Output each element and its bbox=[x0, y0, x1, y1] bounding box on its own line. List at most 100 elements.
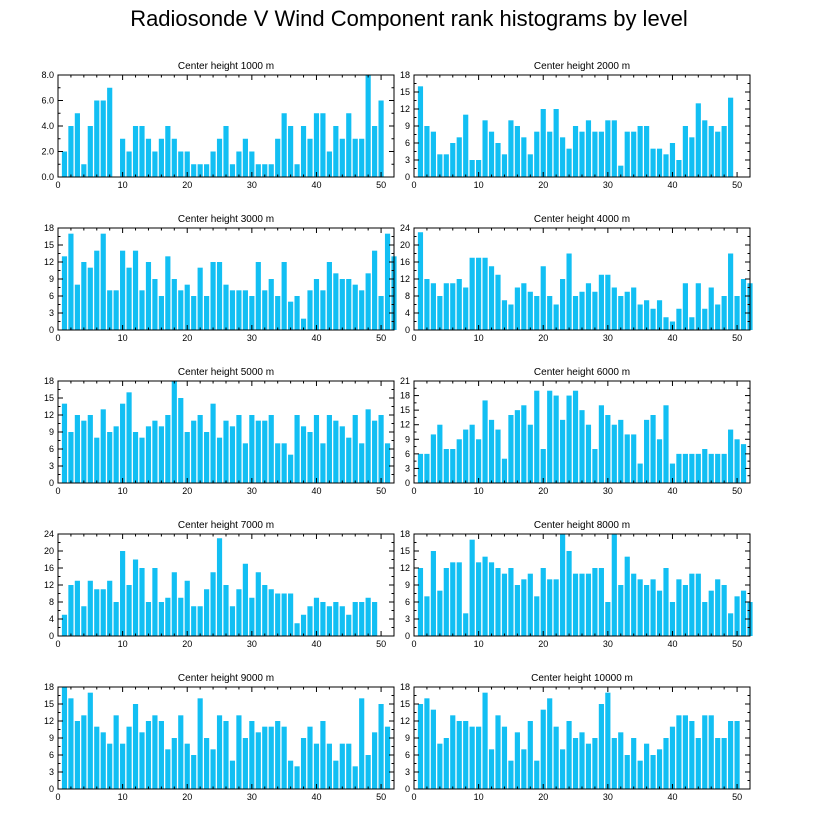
histogram-bar bbox=[313, 279, 320, 330]
histogram-bar bbox=[527, 721, 533, 789]
histogram-bar bbox=[650, 148, 656, 177]
histogram-bar bbox=[682, 453, 688, 483]
x-tick-label: 50 bbox=[732, 486, 742, 496]
histogram-bar bbox=[249, 415, 255, 483]
x-tick-label: 40 bbox=[311, 486, 321, 496]
histogram-bar bbox=[501, 300, 508, 330]
histogram-bar bbox=[184, 284, 190, 330]
histogram-bar bbox=[501, 458, 508, 483]
x-tick-label: 50 bbox=[376, 333, 386, 343]
histogram-bar bbox=[132, 704, 139, 789]
histogram-bar bbox=[74, 721, 80, 789]
y-tick-label: 8 bbox=[49, 597, 54, 607]
histogram-bar bbox=[61, 403, 68, 483]
histogram-bar bbox=[378, 704, 384, 789]
histogram-bar bbox=[294, 296, 300, 330]
histogram-bar bbox=[216, 715, 223, 789]
histogram-bar bbox=[281, 443, 287, 483]
y-tick-label: 2.0 bbox=[41, 147, 54, 157]
histogram-bar bbox=[631, 738, 637, 789]
histogram-bar bbox=[495, 274, 501, 330]
histogram-bar bbox=[540, 568, 546, 636]
histogram-bar bbox=[482, 556, 488, 636]
histogram-bar bbox=[242, 443, 248, 483]
histogram-bar bbox=[320, 721, 326, 789]
histogram-bar bbox=[288, 126, 294, 177]
x-tick-label: 40 bbox=[667, 792, 677, 802]
histogram-bar bbox=[300, 738, 307, 789]
histogram-bar bbox=[430, 709, 436, 789]
histogram-bar bbox=[476, 257, 482, 330]
y-tick-label: 18 bbox=[400, 529, 410, 539]
histogram-bar bbox=[663, 405, 669, 483]
histogram-bar bbox=[715, 131, 721, 177]
histogram-bar bbox=[566, 721, 572, 789]
histogram-bar bbox=[68, 698, 74, 789]
histogram-bar bbox=[663, 154, 669, 177]
x-tick-label: 0 bbox=[411, 792, 416, 802]
histogram-bar bbox=[87, 126, 93, 177]
histogram-bar bbox=[74, 284, 80, 330]
x-tick-label: 0 bbox=[55, 486, 60, 496]
histogram-bar bbox=[152, 715, 158, 789]
histogram-bar bbox=[120, 743, 126, 789]
histogram-bar bbox=[424, 453, 430, 483]
histogram-bar bbox=[132, 432, 139, 483]
histogram-bar bbox=[365, 755, 371, 789]
histogram-bar bbox=[107, 87, 113, 177]
histogram-bar bbox=[359, 443, 365, 483]
histogram-bar bbox=[456, 562, 462, 636]
histogram-bar bbox=[204, 589, 210, 636]
y-tick-label: 0 bbox=[405, 478, 410, 488]
histogram-bar bbox=[372, 126, 378, 177]
x-tick-label: 0 bbox=[411, 486, 416, 496]
histogram-bar bbox=[268, 164, 274, 177]
histogram-bar bbox=[450, 449, 456, 483]
histogram-bar bbox=[236, 415, 242, 483]
histogram-bar bbox=[87, 580, 93, 636]
x-tick-label: 20 bbox=[538, 180, 548, 190]
histogram-bar bbox=[145, 262, 152, 330]
histogram-bar bbox=[521, 283, 527, 330]
histogram-bar bbox=[268, 279, 274, 330]
histogram-bar bbox=[204, 432, 210, 483]
y-tick-label: 12 bbox=[44, 257, 54, 267]
histogram-bar bbox=[521, 137, 527, 177]
y-tick-label: 0.0 bbox=[41, 172, 54, 182]
histogram-bar bbox=[650, 415, 656, 483]
histogram-bar bbox=[126, 151, 132, 177]
y-tick-label: 0 bbox=[49, 325, 54, 335]
histogram-bar bbox=[120, 250, 126, 330]
histogram-bar bbox=[547, 390, 553, 483]
histogram-bar bbox=[262, 290, 268, 330]
panel-title: Center height 6000 m bbox=[534, 367, 630, 378]
histogram-bar bbox=[508, 120, 514, 177]
x-tick-label: 40 bbox=[667, 486, 677, 496]
histogram-bar bbox=[560, 279, 566, 330]
histogram-bar bbox=[534, 390, 540, 483]
histogram-bar bbox=[417, 453, 424, 483]
histogram-bar bbox=[61, 687, 68, 789]
histogram-bar bbox=[676, 160, 682, 177]
histogram-bar bbox=[307, 432, 313, 483]
histogram-bar bbox=[171, 138, 177, 177]
histogram-bar bbox=[171, 738, 177, 789]
histogram-bar bbox=[300, 426, 307, 483]
histogram-bar bbox=[631, 287, 637, 330]
panel-title: Center height 10000 m bbox=[531, 673, 633, 684]
histogram-bar bbox=[424, 126, 430, 177]
x-tick-label: 20 bbox=[182, 639, 192, 649]
histogram-bar bbox=[715, 453, 721, 483]
histogram-bar bbox=[61, 151, 68, 177]
histogram-bar bbox=[384, 443, 391, 483]
histogram-bar bbox=[184, 580, 190, 636]
histogram-bar bbox=[275, 138, 281, 177]
histogram-bar bbox=[663, 317, 669, 330]
histogram-bar bbox=[656, 148, 663, 177]
histogram-bar bbox=[527, 424, 533, 483]
y-tick-label: 3 bbox=[49, 461, 54, 471]
histogram-bar bbox=[384, 726, 391, 789]
histogram-bar bbox=[417, 86, 424, 177]
histogram-bar bbox=[547, 131, 553, 177]
histogram-bar bbox=[152, 151, 158, 177]
